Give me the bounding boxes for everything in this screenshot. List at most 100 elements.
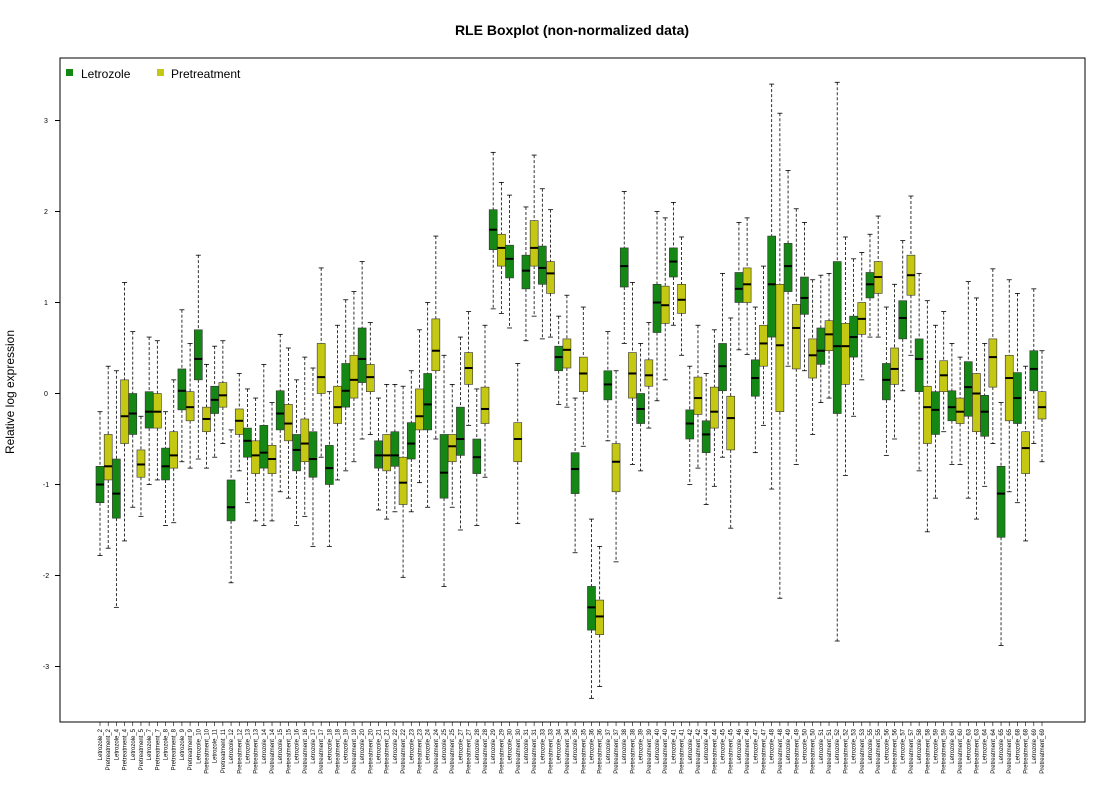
x-tick-label: Letrozole_19 [344, 728, 350, 763]
box-Pretreatment_4 [120, 282, 129, 542]
x-tick-label: Letrozole_44 [704, 728, 710, 763]
box-iqr [300, 418, 310, 463]
x-tick-label: Letrozole_10 [196, 728, 202, 763]
box-Pretreatment_45 [726, 317, 736, 529]
box-iqr [497, 233, 506, 267]
box-Pretreatment_52 [841, 236, 850, 476]
x-tick-label: Letrozole_17 [311, 728, 317, 763]
x-tick-label: Pretreatment_44 [712, 728, 718, 773]
x-tick-label: Letrozole_16 [295, 728, 301, 763]
x-tick-label: Letrozole_29 [491, 728, 497, 763]
x-tick-label: Pretreatment_65 [1007, 728, 1013, 773]
x-tick-label: Letrozole_37 [606, 728, 612, 763]
box-Letrozole_22 [390, 383, 400, 513]
box-Letrozole_51 [816, 274, 826, 404]
box-iqr [841, 323, 850, 385]
box-Pretreatment_46 [742, 217, 752, 355]
x-tick-label: Letrozole_48 [770, 728, 776, 763]
box-iqr [390, 431, 400, 467]
box-iqr [710, 386, 719, 429]
box-Pretreatment_24 [431, 235, 441, 440]
x-tick-label: Pretreatment_11 [221, 728, 227, 773]
box-Letrozole_63 [963, 281, 973, 499]
box-iqr [767, 235, 776, 338]
box-iqr [325, 445, 334, 485]
x-tick-label: Letrozole_49 [786, 728, 792, 763]
x-tick-label: Letrozole_15 [278, 728, 284, 763]
x-tick-label: Letrozole_11 [213, 728, 219, 763]
x-tick-label: Pretreatment_38 [630, 728, 636, 773]
legend-label-pretreatment: Pretreatment [171, 67, 241, 81]
x-axis: Letrozole_2 Pretreatment_2 Letrozole_4 Pret… [98, 722, 1046, 774]
box-iqr [816, 327, 826, 365]
box-Pretreatment_59 [939, 311, 949, 433]
box-Letrozole_23 [406, 370, 416, 513]
box-iqr [898, 300, 908, 340]
x-tick-label: Letrozole_38 [622, 728, 628, 763]
box-Letrozole_33 [538, 188, 547, 340]
y-tick-label: 1 [44, 300, 48, 307]
box-iqr [480, 386, 490, 424]
box-Letrozole_60 [947, 343, 957, 465]
x-tick-label: Pretreatment_68 [1024, 728, 1030, 773]
x-tick-label: Letrozole_51 [819, 728, 825, 763]
box-iqr [644, 359, 654, 387]
x-tick-label: Letrozole_46 [737, 728, 743, 763]
x-tick-label: Letrozole_9 [180, 728, 186, 760]
box-Letrozole_2 [95, 411, 105, 556]
x-tick-label: Pretreatment_42 [696, 728, 702, 773]
box-Letrozole_45 [718, 272, 727, 458]
box-Letrozole_10 [193, 254, 203, 460]
x-tick-label: Pretreatment_53 [860, 728, 866, 773]
box-iqr [177, 368, 187, 411]
box-Pretreatment_44 [710, 329, 719, 487]
box-Letrozole_25 [439, 354, 449, 587]
box-Letrozole_49 [783, 170, 793, 367]
box-Pretreatment_35 [578, 306, 588, 447]
x-tick-label: Pretreatment_35 [581, 728, 587, 773]
box-Letrozole_11 [210, 345, 219, 458]
x-tick-label: Letrozole_63 [966, 728, 972, 763]
x-tick-label: Letrozole_18 [327, 728, 333, 763]
box-Pretreatment_57 [906, 195, 916, 356]
x-tick-label: Letrozole_7 [147, 728, 153, 760]
box-Pretreatment_53 [857, 252, 867, 381]
x-tick-label: Letrozole_12 [229, 728, 235, 763]
boxes-group [95, 81, 1047, 699]
box-Pretreatment_20 [366, 322, 375, 435]
box-iqr [1021, 431, 1030, 474]
box-Pretreatment_40 [660, 217, 670, 381]
x-tick-label: Pretreatment_63 [974, 728, 980, 773]
box-iqr [808, 338, 817, 379]
x-tick-label: Letrozole_24 [426, 728, 432, 763]
x-tick-label: Pretreatment_18 [336, 728, 342, 773]
box-iqr [103, 434, 113, 481]
x-tick-label: Pretreatment_41 [680, 728, 686, 773]
box-iqr [243, 427, 252, 458]
box-Letrozole_28 [472, 388, 482, 526]
box-Letrozole_55 [865, 233, 875, 338]
box-Pretreatment_37 [611, 370, 621, 563]
box-Letrozole_56 [882, 306, 891, 456]
x-tick-label: Letrozole_13 [245, 728, 251, 763]
y-tick-label: 0 [44, 391, 48, 398]
box-Pretreatment_18 [333, 324, 342, 481]
box-Letrozole_16 [292, 379, 301, 526]
x-tick-label: Letrozole_25 [442, 728, 448, 763]
box-iqr [963, 361, 973, 417]
x-tick-label: Letrozole_59 [934, 728, 940, 763]
box-iqr [505, 244, 514, 279]
box-Letrozole_15 [275, 333, 285, 493]
box-Letrozole_24 [423, 302, 432, 508]
y-tick-label: -3 [43, 664, 49, 671]
x-tick-label: Pretreatment_56 [893, 728, 899, 773]
box-Letrozole_8 [161, 411, 170, 526]
x-tick-label: Pretreatment_34 [565, 728, 571, 773]
box-iqr [923, 385, 932, 444]
box-iqr [1004, 354, 1014, 422]
box-Letrozole_41 [669, 201, 678, 326]
box-Letrozole_65 [996, 402, 1006, 646]
box-iqr [824, 320, 834, 352]
box-Pretreatment_15 [284, 347, 293, 499]
x-tick-label: Letrozole_14 [262, 728, 268, 763]
